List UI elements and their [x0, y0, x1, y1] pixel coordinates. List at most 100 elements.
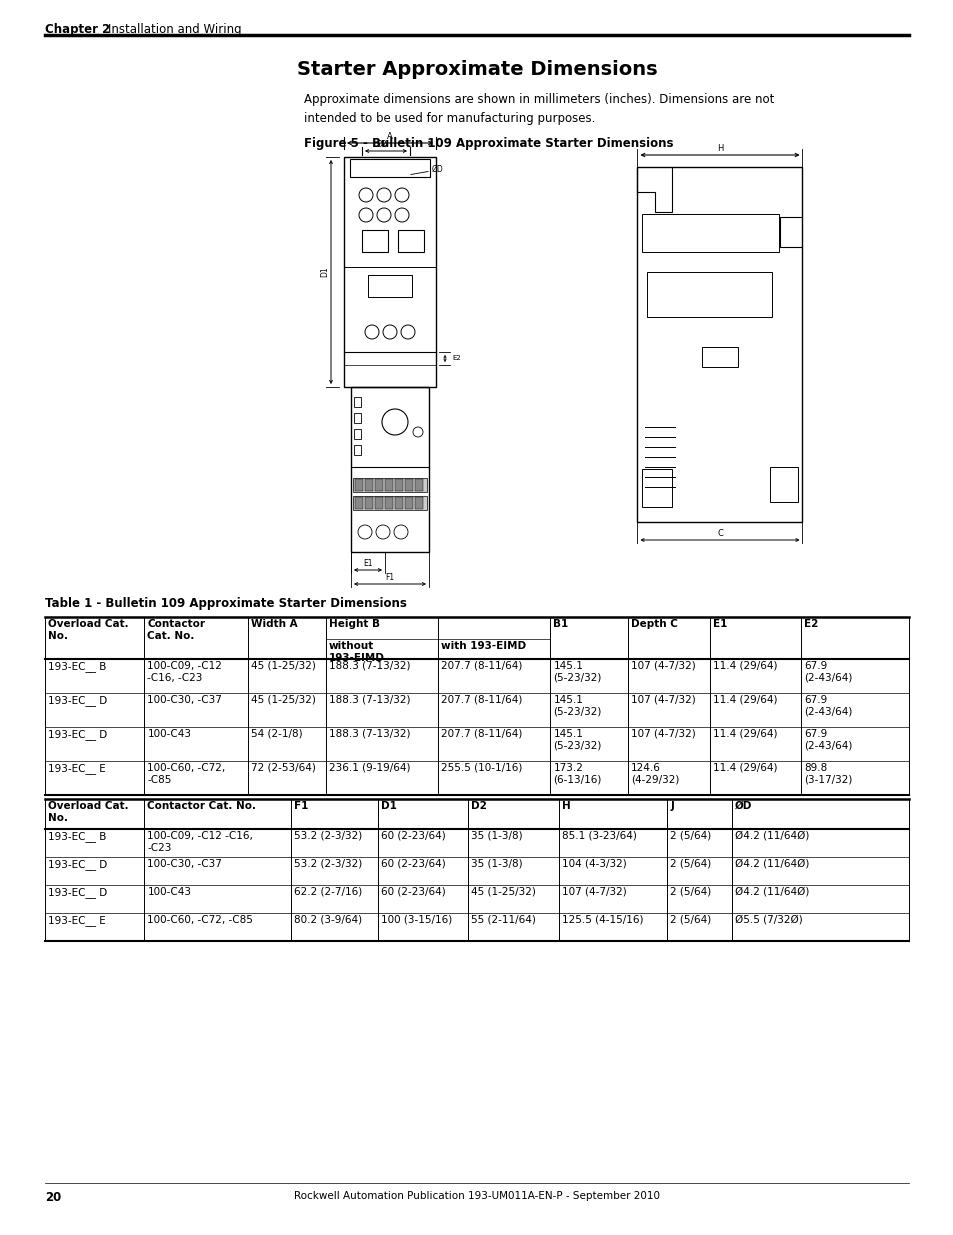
Text: 107 (4-7/32): 107 (4-7/32) — [631, 661, 696, 671]
Text: D1: D1 — [380, 802, 396, 811]
Bar — [354, 445, 360, 454]
Text: 100-C09, -C12
-C16, -C23: 100-C09, -C12 -C16, -C23 — [147, 661, 222, 683]
Text: 193-EC__ B: 193-EC__ B — [48, 831, 107, 842]
Text: 11.4 (29/64): 11.4 (29/64) — [713, 763, 777, 773]
Bar — [395, 479, 402, 492]
Bar — [405, 496, 413, 509]
Text: 100-C30, -C37: 100-C30, -C37 — [147, 695, 222, 705]
Text: 80.2 (3-9/64): 80.2 (3-9/64) — [294, 915, 362, 925]
Text: 100-C43: 100-C43 — [147, 729, 192, 739]
Text: 11.4 (29/64): 11.4 (29/64) — [713, 661, 777, 671]
Text: 85.1 (3-23/64): 85.1 (3-23/64) — [561, 831, 637, 841]
Text: 62.2 (2-7/16): 62.2 (2-7/16) — [294, 887, 362, 897]
Text: F1: F1 — [385, 573, 395, 582]
Text: E2: E2 — [452, 356, 460, 362]
Text: without
193-EIMD: without 193-EIMD — [329, 641, 384, 663]
Text: 125.5 (4-15/16): 125.5 (4-15/16) — [561, 915, 643, 925]
Text: 104 (4-3/32): 104 (4-3/32) — [561, 860, 626, 869]
Text: with 193-EIMD: with 193-EIMD — [440, 641, 526, 651]
Bar — [701, 347, 738, 367]
Bar — [354, 429, 360, 438]
Text: Height B: Height B — [329, 619, 379, 629]
Text: 124.6
(4-29/32): 124.6 (4-29/32) — [631, 763, 679, 784]
Text: ØD: ØD — [734, 802, 752, 811]
Text: 53.2 (2-3/32): 53.2 (2-3/32) — [294, 860, 362, 869]
Text: C: C — [717, 529, 722, 538]
Text: 207.7 (8-11/64): 207.7 (8-11/64) — [440, 661, 522, 671]
Bar — [395, 496, 402, 509]
Bar — [353, 496, 427, 510]
Text: Contactor
Cat. No.: Contactor Cat. No. — [147, 619, 205, 641]
Bar — [375, 496, 382, 509]
Text: 255.5 (10-1/16): 255.5 (10-1/16) — [440, 763, 522, 773]
Bar — [353, 478, 427, 492]
Text: 89.8
(3-17/32): 89.8 (3-17/32) — [803, 763, 851, 784]
Text: Width A: Width A — [251, 619, 297, 629]
Text: 54 (2-1/8): 54 (2-1/8) — [251, 729, 302, 739]
Text: Chapter 2: Chapter 2 — [45, 23, 111, 36]
Text: 67.9
(2-43/64): 67.9 (2-43/64) — [803, 661, 851, 683]
Text: Ø4.2 (11/64Ø): Ø4.2 (11/64Ø) — [734, 860, 808, 869]
Bar — [344, 157, 436, 387]
Bar — [365, 496, 373, 509]
Text: 236.1 (9-19/64): 236.1 (9-19/64) — [329, 763, 410, 773]
Text: 2 (5/64): 2 (5/64) — [669, 915, 711, 925]
Text: Ø5.5 (7/32Ø): Ø5.5 (7/32Ø) — [734, 915, 801, 925]
Text: 45 (1-25/32): 45 (1-25/32) — [471, 887, 536, 897]
Text: Contactor Cat. No.: Contactor Cat. No. — [147, 802, 256, 811]
Text: 60 (2-23/64): 60 (2-23/64) — [380, 860, 445, 869]
Text: 173.2
(6-13/16): 173.2 (6-13/16) — [553, 763, 601, 784]
Text: Ø4.2 (11/64Ø): Ø4.2 (11/64Ø) — [734, 887, 808, 897]
Text: H: H — [561, 802, 570, 811]
Text: 145.1
(5-23/32): 145.1 (5-23/32) — [553, 661, 601, 683]
Bar — [368, 275, 412, 296]
Text: 2 (5/64): 2 (5/64) — [669, 887, 711, 897]
Bar — [350, 159, 430, 177]
Text: 2 (5/64): 2 (5/64) — [669, 831, 711, 841]
Bar — [375, 479, 382, 492]
Text: 20: 20 — [45, 1191, 61, 1204]
Text: 45 (1-25/32): 45 (1-25/32) — [251, 661, 315, 671]
Text: 11.4 (29/64): 11.4 (29/64) — [713, 729, 777, 739]
Bar — [351, 387, 429, 552]
Text: A: A — [387, 132, 393, 141]
Text: 193-EC__ D: 193-EC__ D — [48, 695, 107, 706]
Text: E2: E2 — [803, 619, 818, 629]
Text: Rockwell Automation Publication 193-UM011A-EN-P - September 2010: Rockwell Automation Publication 193-UM01… — [294, 1191, 659, 1200]
Text: 193-EC__ E: 193-EC__ E — [48, 915, 106, 926]
Bar — [385, 479, 393, 492]
Bar — [354, 396, 360, 408]
Bar — [405, 479, 413, 492]
Text: 100-C43: 100-C43 — [147, 887, 192, 897]
Bar — [361, 230, 388, 252]
Text: 193-EC__ D: 193-EC__ D — [48, 729, 107, 740]
Text: D1: D1 — [319, 267, 329, 278]
Text: 60 (2-23/64): 60 (2-23/64) — [380, 887, 445, 897]
Text: Ø4.2 (11/64Ø): Ø4.2 (11/64Ø) — [734, 831, 808, 841]
Text: D2: D2 — [376, 140, 387, 149]
Text: 100-C30, -C37: 100-C30, -C37 — [147, 860, 222, 869]
Text: 207.7 (8-11/64): 207.7 (8-11/64) — [440, 695, 522, 705]
Text: E1: E1 — [713, 619, 727, 629]
Bar — [355, 496, 363, 509]
Bar — [355, 479, 363, 492]
Text: 107 (4-7/32): 107 (4-7/32) — [561, 887, 626, 897]
Text: Overload Cat.
No.: Overload Cat. No. — [48, 619, 129, 641]
Text: 107 (4-7/32): 107 (4-7/32) — [631, 729, 696, 739]
Bar — [641, 469, 672, 508]
Bar — [365, 479, 373, 492]
Text: 55 (2-11/64): 55 (2-11/64) — [471, 915, 536, 925]
Text: Figure 5 - Bulletin 109 Approximate Starter Dimensions: Figure 5 - Bulletin 109 Approximate Star… — [304, 137, 673, 149]
Text: 2 (5/64): 2 (5/64) — [669, 860, 711, 869]
Text: Depth C: Depth C — [631, 619, 678, 629]
Text: 207.7 (8-11/64): 207.7 (8-11/64) — [440, 729, 522, 739]
Text: E1: E1 — [363, 559, 373, 568]
Text: 45 (1-25/32): 45 (1-25/32) — [251, 695, 315, 705]
Text: 35 (1-3/8): 35 (1-3/8) — [471, 831, 522, 841]
Text: 100-C60, -C72, -C85: 100-C60, -C72, -C85 — [147, 915, 253, 925]
Text: 67.9
(2-43/64): 67.9 (2-43/64) — [803, 695, 851, 716]
Text: 188.3 (7-13/32): 188.3 (7-13/32) — [329, 661, 410, 671]
Text: 53.2 (2-3/32): 53.2 (2-3/32) — [294, 831, 362, 841]
Text: Table 1 - Bulletin 109 Approximate Starter Dimensions: Table 1 - Bulletin 109 Approximate Start… — [45, 597, 406, 610]
Text: Installation and Wiring: Installation and Wiring — [108, 23, 241, 36]
